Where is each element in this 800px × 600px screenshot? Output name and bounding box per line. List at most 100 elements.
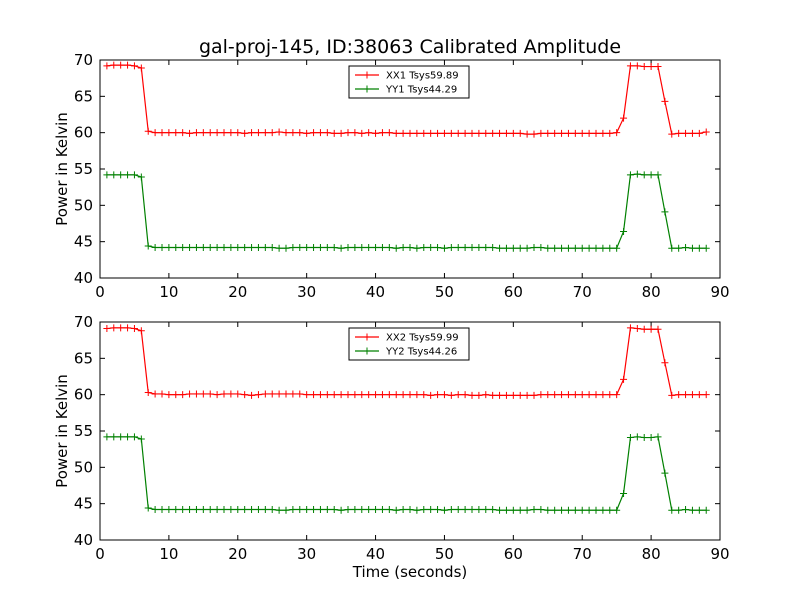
top-series-1-marker bbox=[330, 129, 338, 137]
top-series-2-marker bbox=[661, 208, 669, 216]
top-series-2-marker bbox=[413, 244, 421, 252]
top-series-1-marker bbox=[378, 129, 386, 137]
bottom-series-2-marker bbox=[330, 505, 338, 513]
bottom-series-2-marker bbox=[571, 506, 579, 514]
bottom-series-1-marker bbox=[172, 391, 180, 399]
bottom-series-1-marker bbox=[640, 325, 648, 333]
bottom-plot: 0 10 20 30 40 50 60 70 80 90 40 45 50 55 60 65 70 Power i… bbox=[53, 313, 730, 563]
bottom-series-1-marker bbox=[378, 391, 386, 399]
bottom-series-1-marker bbox=[165, 391, 173, 399]
top-series-1-marker bbox=[454, 129, 462, 137]
bottom-series-1-marker bbox=[151, 390, 159, 398]
bottom-series-1-marker bbox=[509, 391, 517, 399]
bottom-series-2-marker bbox=[323, 505, 331, 513]
bottom-y-tick-label: 45 bbox=[74, 495, 93, 513]
bottom-series-1-marker bbox=[268, 390, 276, 398]
bottom-series-1-marker bbox=[682, 391, 690, 399]
top-series-2-marker bbox=[702, 244, 710, 252]
bottom-series-2-marker bbox=[144, 504, 152, 512]
top-plot: 0 10 20 30 40 50 60 70 80 90 40 45 50 55 60 65 70 Power i… bbox=[53, 51, 730, 301]
bottom-series-1-marker bbox=[275, 390, 283, 398]
top-series-1-marker bbox=[420, 129, 428, 137]
bottom-series-2-marker bbox=[124, 433, 132, 441]
bottom-series-1-marker bbox=[461, 391, 469, 399]
top-series-1-marker bbox=[461, 129, 469, 137]
bottom-series-2-marker bbox=[509, 506, 517, 514]
top-series-2-marker bbox=[675, 244, 683, 252]
top-series-2-marker bbox=[234, 243, 242, 251]
top-series-2-marker bbox=[192, 243, 200, 251]
bottom-series-1-marker bbox=[351, 391, 359, 399]
top-series-1-marker bbox=[475, 129, 483, 137]
top-series-2-marker bbox=[420, 243, 428, 251]
bottom-series-2-marker bbox=[385, 505, 393, 513]
bottom-series-1-marker bbox=[606, 391, 614, 399]
top-series-1-marker bbox=[558, 129, 566, 137]
bottom-series-2-marker bbox=[213, 505, 221, 513]
top-series-1-marker bbox=[523, 130, 531, 138]
top-series-2-marker bbox=[571, 244, 579, 252]
bottom-x-tick-label: 30 bbox=[297, 545, 316, 563]
bottom-series-1-marker bbox=[117, 324, 125, 332]
top-series-2-marker bbox=[482, 243, 490, 251]
bottom-series-2-marker bbox=[413, 506, 421, 514]
top-series-1-marker bbox=[702, 128, 710, 136]
top-series-2-marker bbox=[268, 243, 276, 251]
bottom-x-tick-label: 90 bbox=[710, 545, 729, 563]
top-series-1-marker bbox=[626, 62, 634, 70]
bottom-series-2-marker bbox=[675, 506, 683, 514]
top-series-2-marker bbox=[551, 244, 559, 252]
bottom-series-1-marker bbox=[137, 327, 145, 335]
top-series-2-marker bbox=[468, 243, 476, 251]
top-series-1-marker bbox=[640, 63, 648, 71]
bottom-series-1-marker bbox=[399, 391, 407, 399]
bottom-series-1-marker bbox=[220, 390, 228, 398]
bottom-series-1-marker bbox=[227, 390, 235, 398]
bottom-series-2-marker bbox=[172, 505, 180, 513]
top-legend-label-2: YY1 Tsys44.29 bbox=[385, 85, 457, 96]
top-series-1-marker bbox=[654, 63, 662, 71]
top-series-2-marker bbox=[682, 243, 690, 251]
bottom-series-1-marker bbox=[592, 391, 600, 399]
bottom-legend-label-2: YY2 Tsys44.26 bbox=[385, 347, 457, 358]
bottom-series-2-marker bbox=[475, 505, 483, 513]
bottom-series-1-marker bbox=[571, 391, 579, 399]
top-series-1-marker bbox=[613, 129, 621, 137]
bottom-series-1-marker bbox=[427, 391, 435, 399]
top-series-1-marker bbox=[668, 130, 676, 138]
top-x-tick-label: 60 bbox=[504, 283, 523, 301]
bottom-series-1-marker bbox=[585, 391, 593, 399]
bottom-series-2-marker bbox=[310, 505, 318, 513]
top-series-1-marker bbox=[144, 127, 152, 135]
bottom-series-1-marker bbox=[626, 324, 634, 332]
bottom-x-tick-label: 70 bbox=[573, 545, 592, 563]
top-y-tick-label: 55 bbox=[74, 160, 93, 178]
bottom-series-1-marker bbox=[468, 391, 476, 399]
bottom-y-tick-label: 50 bbox=[74, 458, 93, 476]
bottom-series-2-marker bbox=[564, 506, 572, 514]
bottom-legend-label-1: XX2 Tsys59.99 bbox=[386, 333, 459, 344]
top-series-2-marker bbox=[365, 243, 373, 251]
top-series-1-marker bbox=[571, 129, 579, 137]
bottom-y-tick-label: 60 bbox=[74, 386, 93, 404]
top-series-2-marker bbox=[640, 171, 648, 179]
bottom-series-1-marker bbox=[110, 324, 118, 332]
top-series-2-marker bbox=[585, 244, 593, 252]
top-series-2-marker bbox=[406, 243, 414, 251]
top-series-1-marker bbox=[406, 129, 414, 137]
bottom-series-2-marker bbox=[399, 505, 407, 513]
bottom-series-2-marker bbox=[282, 506, 290, 514]
top-series-2-marker bbox=[392, 244, 400, 252]
top-series-1-marker bbox=[516, 129, 524, 137]
top-series-2-marker bbox=[303, 243, 311, 251]
bottom-series-2-marker bbox=[523, 506, 531, 514]
bottom-series-1-marker bbox=[365, 391, 373, 399]
top-series-2-marker bbox=[496, 244, 504, 252]
top-x-tick-label: 40 bbox=[366, 283, 385, 301]
bottom-series-1-marker bbox=[537, 391, 545, 399]
bottom-series-2-marker bbox=[537, 505, 545, 513]
top-series-2-marker bbox=[103, 171, 111, 179]
top-series-1-marker bbox=[316, 129, 324, 137]
